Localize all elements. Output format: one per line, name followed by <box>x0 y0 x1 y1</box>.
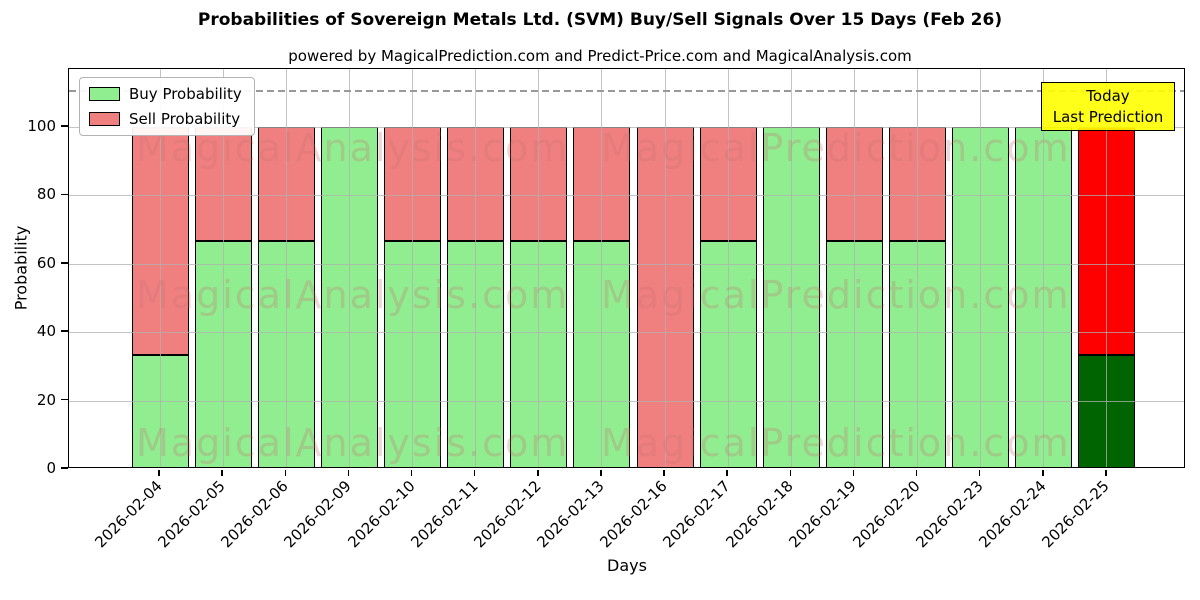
legend-label-buy: Buy Probability <box>129 85 242 103</box>
y-tick-mark <box>61 262 68 264</box>
gridline-vertical <box>159 69 161 467</box>
gridline-horizontal <box>69 400 1184 402</box>
x-tick-mark <box>726 469 728 476</box>
gridline-vertical <box>475 69 477 467</box>
chart-title: Probabilities of Sovereign Metals Ltd. (… <box>197 10 1003 30</box>
gridline-vertical <box>917 69 919 467</box>
x-tick-label: 2026-02-20 <box>848 477 924 552</box>
x-tick-label: 2026-02-25 <box>1038 477 1113 552</box>
gridline-horizontal <box>69 195 1184 197</box>
gridline-vertical <box>348 69 350 467</box>
today-annotation: Today Last Prediction <box>1041 82 1175 131</box>
gridline-vertical <box>1043 69 1045 467</box>
gridline-vertical <box>285 69 287 467</box>
buy-swatch <box>89 87 120 101</box>
x-tick-mark <box>600 469 602 476</box>
x-tick-mark <box>284 469 286 476</box>
x-tick-mark <box>1105 469 1107 476</box>
y-tick-mark <box>61 398 68 401</box>
y-tick-label: 60 <box>36 253 56 272</box>
sell-swatch <box>89 112 120 126</box>
gridline-vertical <box>790 69 792 467</box>
x-tick-label: 2026-02-05 <box>154 477 229 552</box>
x-tick-label: 2026-02-16 <box>596 477 671 552</box>
x-tick-label: 2026-02-13 <box>533 477 608 552</box>
legend: Buy Probability Sell Probability <box>79 77 255 136</box>
gridline-vertical <box>853 69 855 467</box>
x-tick-label: 2026-02-19 <box>785 477 861 552</box>
gridline-vertical <box>222 69 224 467</box>
x-tick-label: 2026-02-06 <box>217 477 292 552</box>
y-tick-label: 20 <box>36 390 56 409</box>
x-axis-label: Days <box>607 556 647 575</box>
gridline-horizontal <box>69 263 1184 265</box>
today-annotation-line2: Last Prediction <box>1052 108 1164 126</box>
gridline-horizontal <box>69 127 1184 129</box>
x-tick-label: 2026-02-17 <box>659 477 734 552</box>
y-tick-label: 40 <box>36 322 56 341</box>
x-tick-label: 2026-02-11 <box>406 477 482 552</box>
watermark-text: MagicalPrediction.com <box>601 273 1071 317</box>
gridline-vertical <box>1106 69 1108 467</box>
x-tick-mark <box>852 469 855 476</box>
today-annotation-line1: Today <box>1086 87 1130 105</box>
y-tick-mark <box>61 193 68 196</box>
x-tick-mark <box>663 469 665 476</box>
x-tick-mark <box>410 469 413 476</box>
x-tick-label: 2026-02-23 <box>912 477 987 552</box>
gridline-vertical <box>727 69 729 467</box>
x-tick-label: 2026-02-04 <box>91 477 166 552</box>
x-tick-mark <box>789 469 792 476</box>
gridline-vertical <box>664 69 666 467</box>
dashed-threshold-line <box>69 89 1184 92</box>
watermark-text: MagicalPrediction.com <box>601 126 1071 170</box>
watermark-text: MagicalAnalysis.com <box>136 421 570 465</box>
legend-label-sell: Sell Probability <box>129 110 241 128</box>
x-tick-mark <box>158 469 160 476</box>
x-tick-mark <box>915 469 918 476</box>
x-tick-label: 2026-02-12 <box>470 477 545 552</box>
chart-subtitle: powered by MagicalPrediction.com and Pre… <box>288 47 912 65</box>
x-tick-mark <box>1042 469 1044 476</box>
y-tick-mark <box>61 330 68 332</box>
gridline-vertical <box>538 69 540 467</box>
watermark-text: MagicalAnalysis.com <box>136 273 570 317</box>
gridline-horizontal <box>69 332 1184 334</box>
x-tick-label: 2026-02-24 <box>975 477 1050 552</box>
legend-entry-buy: Buy Probability <box>89 85 242 103</box>
gridline-vertical <box>601 69 603 467</box>
x-tick-mark <box>221 469 223 476</box>
x-tick-mark <box>537 469 539 476</box>
x-tick-mark <box>978 469 981 476</box>
y-tick-label: 0 <box>46 459 56 477</box>
watermark-text: MagicalPrediction.com <box>601 421 1071 465</box>
x-tick-mark <box>473 469 476 476</box>
legend-entry-sell: Sell Probability <box>89 110 242 128</box>
x-tick-label: 2026-02-18 <box>722 477 798 552</box>
y-tick-label: 100 <box>27 117 56 136</box>
gridline-vertical <box>412 69 414 467</box>
plot-area: MagicalAnalysis.com MagicalPrediction.com… <box>68 68 1185 468</box>
gridline-vertical <box>980 69 982 467</box>
x-tick-label: 2026-02-09 <box>280 477 356 552</box>
x-tick-mark <box>347 469 350 476</box>
y-tick-mark <box>61 467 68 469</box>
x-tick-label: 2026-02-10 <box>343 477 419 552</box>
y-tick-mark <box>61 125 68 127</box>
y-tick-label: 80 <box>36 185 56 204</box>
